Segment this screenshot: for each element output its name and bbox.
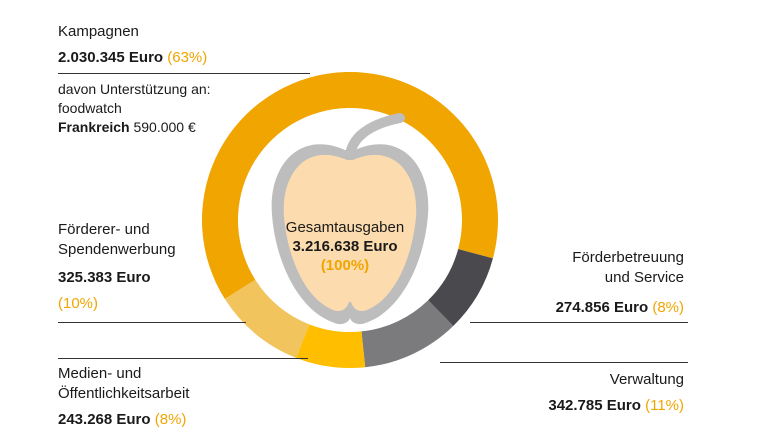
- slice-amount: 342.785 Euro: [548, 397, 641, 414]
- donut-slice: [361, 300, 454, 368]
- slice-amount: 243.268 Euro: [58, 411, 151, 428]
- note-country: Frankreich: [58, 119, 130, 135]
- label-medien: Medien- und Öffentlichkeitsarbeit 243.26…: [58, 364, 189, 430]
- leader-line-verwaltung: [440, 362, 688, 363]
- slice-label: Kampagnen: [58, 23, 139, 40]
- leader-line-spendenwerbung: [58, 322, 246, 323]
- center-title: Gesamtausgaben: [285, 219, 405, 236]
- slice-percent: (10%): [58, 295, 99, 312]
- slice-label: Medien- und: [58, 365, 142, 382]
- donut-slice: [296, 324, 366, 368]
- apple-icon: [271, 113, 429, 325]
- donut-slices: [202, 71, 499, 368]
- center-amount: 3.216.638 Euro: [292, 238, 398, 255]
- leader-line-medien: [58, 358, 308, 359]
- slice-label: Förderbetreuung: [572, 249, 684, 266]
- slice-label: Förderer- und: [58, 221, 150, 238]
- center-percent: (100%): [320, 257, 370, 274]
- slice-amount: 325.383 Euro: [58, 269, 151, 286]
- donut-slice: [428, 248, 493, 327]
- slice-label: Öffentlichkeitsarbeit: [58, 385, 190, 402]
- slice-label: Spendenwerbung: [58, 241, 176, 258]
- note-line1: davon Unterstützung an:: [58, 81, 211, 97]
- slice-amount: 2.030.345 Euro: [58, 49, 164, 66]
- leader-line-kampagnen: [58, 73, 310, 74]
- slice-amount: 274.856 Euro: [555, 299, 649, 316]
- donut-slice: [224, 279, 310, 358]
- label-foerderbetreuung: Förderbetreuung und Service 274.856 Euro…: [556, 248, 684, 318]
- leader-line-foerderbetreuung: [470, 322, 688, 323]
- note-line2: foodwatch: [58, 100, 122, 116]
- center-label: Gesamtausgaben 3.216.638 Euro (100%): [270, 218, 420, 275]
- label-verwaltung: Verwaltung 342.785 Euro (11%): [548, 370, 684, 416]
- slice-percent: (8%): [154, 411, 187, 428]
- slice-percent: (8%): [652, 299, 684, 316]
- label-spendenwerbung: Förderer- und Spendenwerbung 325.383 Eur…: [58, 220, 176, 314]
- note-support: davon Unterstützung an: foodwatch Frankr…: [58, 80, 211, 137]
- donut-slice: [202, 71, 499, 299]
- slice-percent: (11%): [645, 397, 684, 414]
- note-amount: 590.000 €: [129, 119, 196, 135]
- label-kampagnen: Kampagnen 2.030.345 Euro (63%): [58, 22, 207, 68]
- slice-label: Verwaltung: [609, 371, 684, 388]
- slice-percent: (63%): [167, 49, 208, 66]
- slice-label: und Service: [604, 269, 684, 286]
